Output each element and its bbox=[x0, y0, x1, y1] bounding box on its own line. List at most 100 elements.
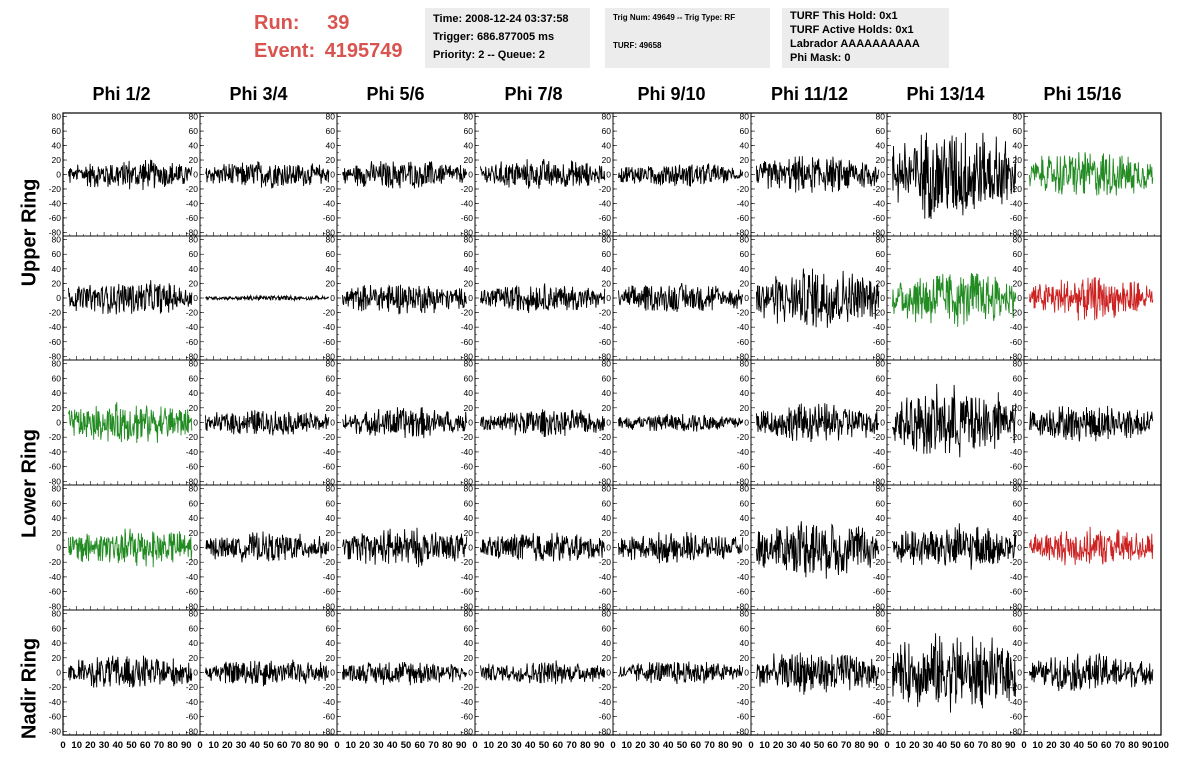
y-tick-label: 40 bbox=[326, 264, 336, 274]
y-tick-label: -80 bbox=[323, 476, 336, 486]
y-tick-label: -40 bbox=[737, 697, 750, 707]
y-tick-label: 20 bbox=[52, 403, 62, 413]
y-tick-label: -80 bbox=[599, 351, 612, 361]
waveform-trace bbox=[205, 659, 330, 687]
x-tick-label: 80 bbox=[304, 740, 315, 751]
waveform-panel-r5-c2: -80 -60 -40 -20 0 20 40 60 80 bbox=[186, 609, 338, 736]
y-tick-label: 20 bbox=[326, 403, 336, 413]
y-tick-label: -40 bbox=[599, 447, 612, 457]
x-tick-label: 80 bbox=[442, 740, 453, 751]
x-tick-label: 0 bbox=[334, 740, 339, 751]
y-tick-label: -40 bbox=[873, 572, 886, 582]
x-tick-label: 80 bbox=[1128, 740, 1139, 751]
y-tick-label: 20 bbox=[1013, 653, 1023, 663]
y-tick-label: 80 bbox=[52, 235, 62, 245]
y-tick-label: 60 bbox=[464, 249, 474, 259]
y-tick-label: 0 bbox=[744, 293, 749, 303]
x-tick-label: 60 bbox=[691, 740, 702, 751]
y-tick-label: 60 bbox=[189, 373, 199, 383]
y-tick-label: 80 bbox=[740, 609, 750, 619]
y-tick-label: -40 bbox=[461, 198, 474, 208]
waveform-panel-r4-c8: -80 -60 -40 -20 0 20 40 60 80 bbox=[1010, 484, 1162, 611]
waveform-panel-r5-c6: -80 -60 -40 -20 0 20 40 60 80 bbox=[737, 609, 888, 736]
waveform-panel-r5-c7: -80 -60 -40 -20 0 20 40 60 80 bbox=[873, 609, 1025, 736]
y-tick-label: -60 bbox=[1010, 337, 1023, 347]
y-tick-label: -60 bbox=[461, 587, 474, 597]
waveform-trace bbox=[618, 163, 744, 187]
y-tick-label: 20 bbox=[602, 528, 612, 538]
y-tick-label: -40 bbox=[461, 447, 474, 457]
y-tick-label: -40 bbox=[49, 572, 62, 582]
y-tick-label: -20 bbox=[873, 557, 886, 567]
y-tick-label: 80 bbox=[740, 484, 750, 494]
x-tick-label: 80 bbox=[855, 740, 866, 751]
phi-label-2: Phi 3/4 bbox=[229, 84, 288, 104]
y-tick-label: 20 bbox=[189, 653, 199, 663]
y-tick-label: -60 bbox=[873, 462, 886, 472]
waveform-trace bbox=[755, 156, 880, 193]
y-tick-label: 40 bbox=[189, 141, 199, 151]
y-tick-label: -60 bbox=[873, 587, 886, 597]
x-tick-label: 50 bbox=[814, 740, 825, 751]
y-tick-label: 80 bbox=[464, 235, 474, 245]
y-tick-label: 20 bbox=[876, 528, 886, 538]
waveform-trace bbox=[755, 652, 880, 695]
y-tick-label: -60 bbox=[737, 462, 750, 472]
y-tick-label: 40 bbox=[52, 513, 62, 523]
y-tick-label: -60 bbox=[737, 337, 750, 347]
y-tick-label: 20 bbox=[52, 155, 62, 165]
x-tick-label: 70 bbox=[841, 740, 852, 751]
y-tick-label: -80 bbox=[461, 726, 474, 736]
y-tick-label: -40 bbox=[737, 322, 750, 332]
x-tick-label: 70 bbox=[154, 740, 165, 751]
x-tick-label: 80 bbox=[991, 740, 1002, 751]
y-tick-label: 60 bbox=[326, 373, 336, 383]
y-tick-label: 80 bbox=[189, 112, 199, 122]
waveform-trace bbox=[342, 161, 468, 189]
y-tick-label: 0 bbox=[606, 668, 611, 678]
y-tick-label: 80 bbox=[740, 112, 750, 122]
y-tick-label: 20 bbox=[326, 155, 336, 165]
y-tick-label: -60 bbox=[323, 587, 336, 597]
y-tick-label: 60 bbox=[740, 126, 750, 136]
y-tick-label: -80 bbox=[737, 227, 750, 237]
waveform-panel-r4-c4: -80 -60 -40 -20 0 20 40 60 80 bbox=[461, 484, 614, 611]
y-tick-label: -80 bbox=[873, 227, 886, 237]
x-tick-label: 40 bbox=[663, 740, 674, 751]
turf-text: TURF: 49658 bbox=[613, 41, 662, 50]
y-tick-label: -80 bbox=[461, 351, 474, 361]
y-tick-label: 40 bbox=[52, 141, 62, 151]
x-tick-label: 40 bbox=[250, 740, 261, 751]
waveform-trace bbox=[68, 280, 193, 315]
waveform-trace bbox=[205, 294, 330, 303]
y-tick-label: -20 bbox=[323, 682, 336, 692]
info-box-time: Time: 2008-12-24 03:37:58 Trigger: 686.8… bbox=[425, 8, 590, 68]
y-tick-label: 20 bbox=[602, 155, 612, 165]
y-tick-label: 0 bbox=[880, 668, 885, 678]
y-tick-label: -40 bbox=[737, 572, 750, 582]
waveform-trace bbox=[618, 531, 744, 564]
y-tick-label: -40 bbox=[461, 572, 474, 582]
y-tick-label: 80 bbox=[52, 484, 62, 494]
y-tick-label: 20 bbox=[326, 278, 336, 288]
y-tick-label: -60 bbox=[737, 712, 750, 722]
x-tick-label: 50 bbox=[263, 740, 274, 751]
x-tick-label: 40 bbox=[113, 740, 124, 751]
y-tick-label: -60 bbox=[461, 462, 474, 472]
y-tick-label: 40 bbox=[326, 141, 336, 151]
x-tick-label: 0 bbox=[748, 740, 753, 751]
y-tick-label: 20 bbox=[740, 155, 750, 165]
y-tick-label: -40 bbox=[599, 322, 612, 332]
waveform-panel-r2-c8: -80 -60 -40 -20 0 20 40 60 80 bbox=[1010, 235, 1162, 361]
y-tick-label: 80 bbox=[876, 484, 886, 494]
x-tick-label: 40 bbox=[525, 740, 536, 751]
y-tick-label: 0 bbox=[468, 543, 473, 553]
y-tick-label: 0 bbox=[330, 543, 335, 553]
y-tick-label: 0 bbox=[56, 543, 61, 553]
y-tick-label: 60 bbox=[189, 498, 199, 508]
y-tick-label: 60 bbox=[52, 249, 62, 259]
y-tick-label: -20 bbox=[49, 308, 62, 318]
y-tick-label: 60 bbox=[464, 623, 474, 633]
y-tick-label: 0 bbox=[193, 543, 198, 553]
x-tick-label: 70 bbox=[428, 740, 439, 751]
